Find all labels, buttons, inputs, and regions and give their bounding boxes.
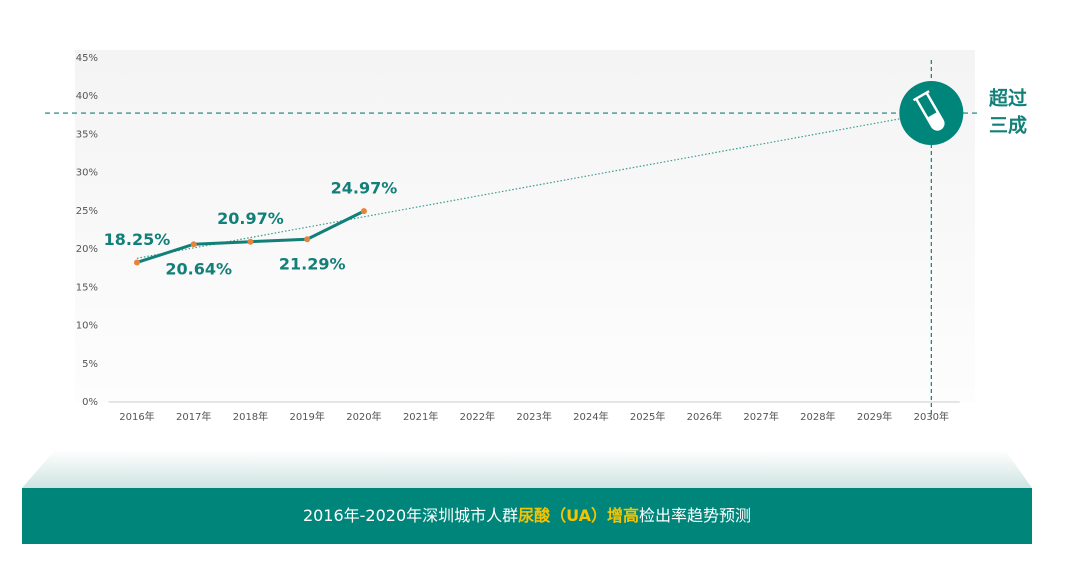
y-tick-label: 30%: [76, 168, 98, 179]
test-tube-icon: [912, 90, 945, 131]
data-point: [133, 259, 140, 266]
caption-highlight: 尿酸（UA）增高: [518, 506, 639, 525]
x-tick-label: 2020年: [346, 410, 381, 423]
x-tick-label: 2026年: [687, 410, 722, 423]
y-tick-label: 40%: [76, 91, 98, 102]
data-point: [247, 238, 254, 245]
y-tick-label: 25%: [76, 206, 98, 217]
x-tick-label: 2025年: [630, 410, 665, 423]
caption-part: 检出率趋势预测: [639, 506, 751, 525]
y-tick-label: 15%: [76, 282, 98, 293]
tube-liquid: [927, 111, 944, 130]
x-tick-label: 2022年: [460, 410, 495, 423]
tube-rim: [912, 90, 930, 102]
trend-line: [136, 112, 932, 259]
x-tick-label: 2024年: [573, 410, 608, 423]
caption: 2016年-2020年深圳城市人群尿酸（UA）增高检出率趋势预测: [303, 506, 751, 525]
data-point: [360, 208, 367, 215]
x-tick-label: 2017年: [176, 410, 211, 423]
data-label: 18.25%: [104, 230, 171, 249]
plot-background: [75, 50, 975, 402]
data-label: 20.64%: [165, 260, 232, 279]
x-tick-label: 2023年: [516, 410, 551, 423]
y-tick-label: 45%: [76, 53, 98, 64]
y-tick-label: 0%: [82, 397, 98, 408]
data-label: 24.97%: [331, 179, 398, 198]
x-tick-label: 2016年: [119, 410, 154, 423]
y-tick-label: 20%: [76, 244, 98, 255]
x-tick-label: 2030年: [914, 410, 949, 423]
data-point: [304, 236, 311, 243]
banner-shadow: [22, 450, 1032, 488]
x-tick-label: 2028年: [800, 410, 835, 423]
caption-part: 2016年-2020年深圳城市人群: [303, 506, 518, 525]
x-tick-label: 2029年: [857, 410, 892, 423]
data-label: 21.29%: [279, 255, 346, 274]
y-tick-label: 10%: [76, 321, 98, 332]
icon-circle: [899, 81, 964, 146]
x-tick-label: 2027年: [743, 410, 778, 423]
x-tick-label: 2019年: [289, 410, 324, 423]
y-tick-label: 35%: [76, 129, 98, 140]
annotation: 超过: [988, 87, 1027, 110]
x-tick-label: 2021年: [403, 410, 438, 423]
data-label: 20.97%: [217, 209, 284, 228]
y-tick-label: 5%: [82, 359, 98, 370]
x-tick-label: 2018年: [233, 410, 268, 423]
banner: [22, 488, 1032, 544]
annotation: 三成: [989, 114, 1027, 137]
data-point: [190, 241, 197, 248]
